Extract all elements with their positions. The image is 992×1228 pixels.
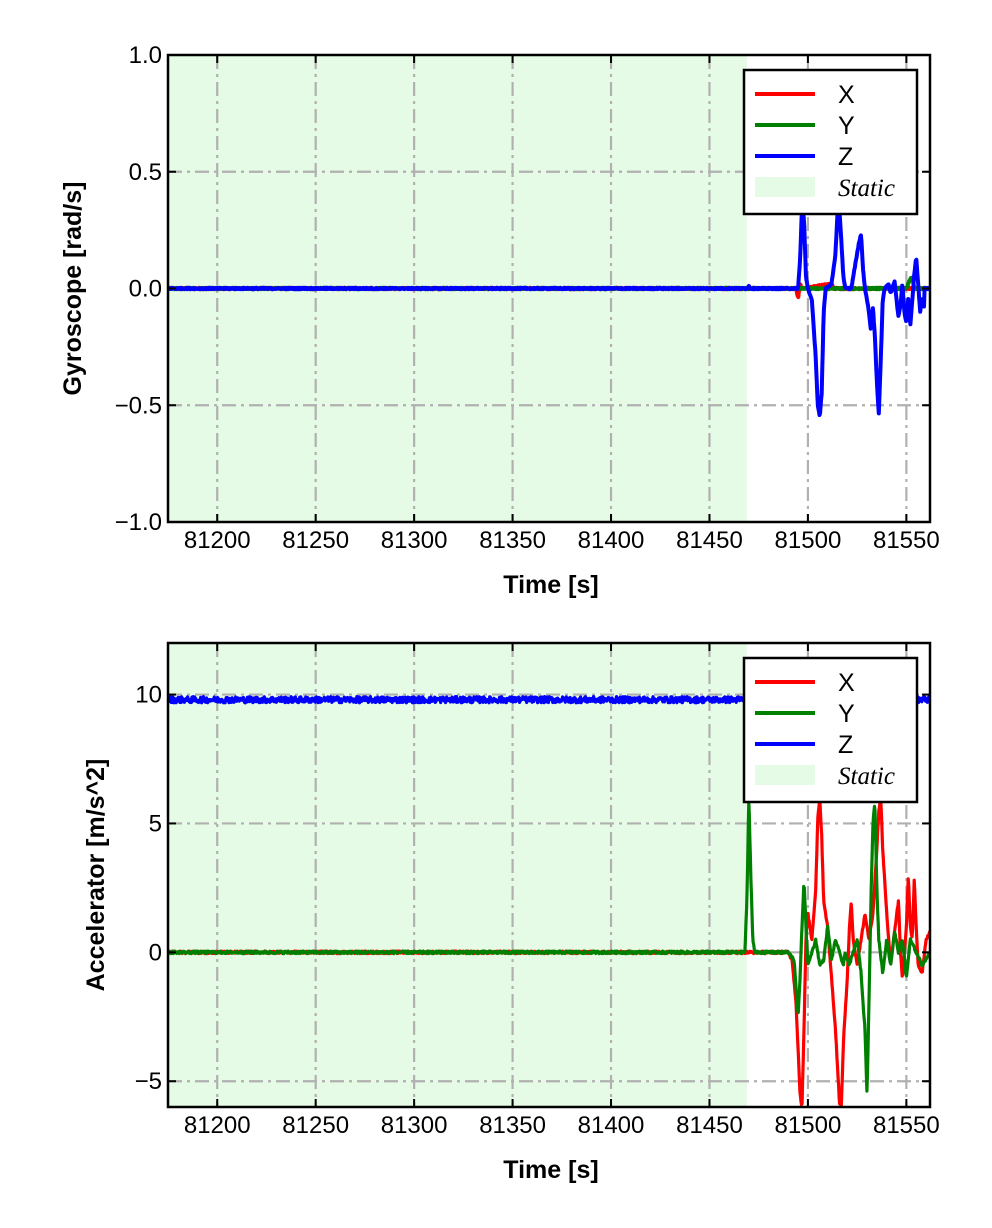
legend-label: X (838, 81, 855, 109)
legend-label: Y (838, 112, 855, 140)
static-region (168, 643, 747, 1107)
y-tick-label: 5 (149, 810, 162, 837)
x-tick-label: 81350 (479, 1112, 546, 1139)
y-axis-label: Gyroscope [rad/s] (59, 182, 87, 396)
x-tick-label: 81500 (775, 527, 842, 554)
y-axis-label: Accelerator [m/s^2] (82, 759, 110, 992)
legend-label: Z (838, 143, 853, 171)
x-tick-label: 81550 (873, 1112, 940, 1139)
y-tick-label: −1.0 (115, 509, 162, 536)
x-tick-label: 81400 (578, 527, 645, 554)
x-tick-label: 81500 (775, 1112, 842, 1139)
legend-label: X (838, 669, 855, 697)
legend-label: Static (838, 763, 895, 790)
legend-swatch-static (755, 765, 815, 785)
legend-swatch-static (755, 177, 815, 197)
y-tick-label: 1.0 (129, 42, 162, 69)
x-tick-label: 81450 (676, 1112, 743, 1139)
plot-frame (166, 641, 932, 1109)
y-tick-label: −0.5 (115, 392, 162, 419)
x-tick-label: 81400 (578, 1112, 645, 1139)
x-tick-label: 81250 (282, 527, 349, 554)
x-tick-label: 81250 (282, 1112, 349, 1139)
x-axis-label: Time [s] (503, 571, 598, 599)
x-axis-label: Time [s] (503, 1156, 598, 1184)
y-tick-label: 10 (135, 682, 162, 709)
gyroscope-chart: 81200 81250 81300 81350 81400 81450 81500 81550… (59, 42, 940, 599)
y-tick-label: 0.5 (129, 159, 162, 186)
x-tick-label: 81300 (381, 1112, 448, 1139)
x-tick-label: 81200 (184, 1112, 251, 1139)
y-tick-label: 0 (149, 939, 162, 966)
x-tick-label: 81300 (381, 527, 448, 554)
legend-label: Z (838, 731, 853, 759)
y-tick-label: 0.0 (129, 276, 162, 303)
legend-label: Static (838, 175, 895, 202)
x-tick-label: 81550 (873, 527, 940, 554)
legend: XYZ Static (742, 656, 919, 804)
y-tick-label: −5 (135, 1068, 162, 1095)
legend: XYZ Static (742, 68, 919, 216)
series-line-y (168, 800, 930, 1093)
accelerometer-chart: 81200 81250 81300 81350 81400 81450 81500 81550… (82, 641, 940, 1184)
legend-label: Y (838, 700, 855, 728)
x-tick-label: 81200 (184, 527, 251, 554)
x-tick-label: 81450 (676, 527, 743, 554)
x-tick-label: 81350 (479, 527, 546, 554)
